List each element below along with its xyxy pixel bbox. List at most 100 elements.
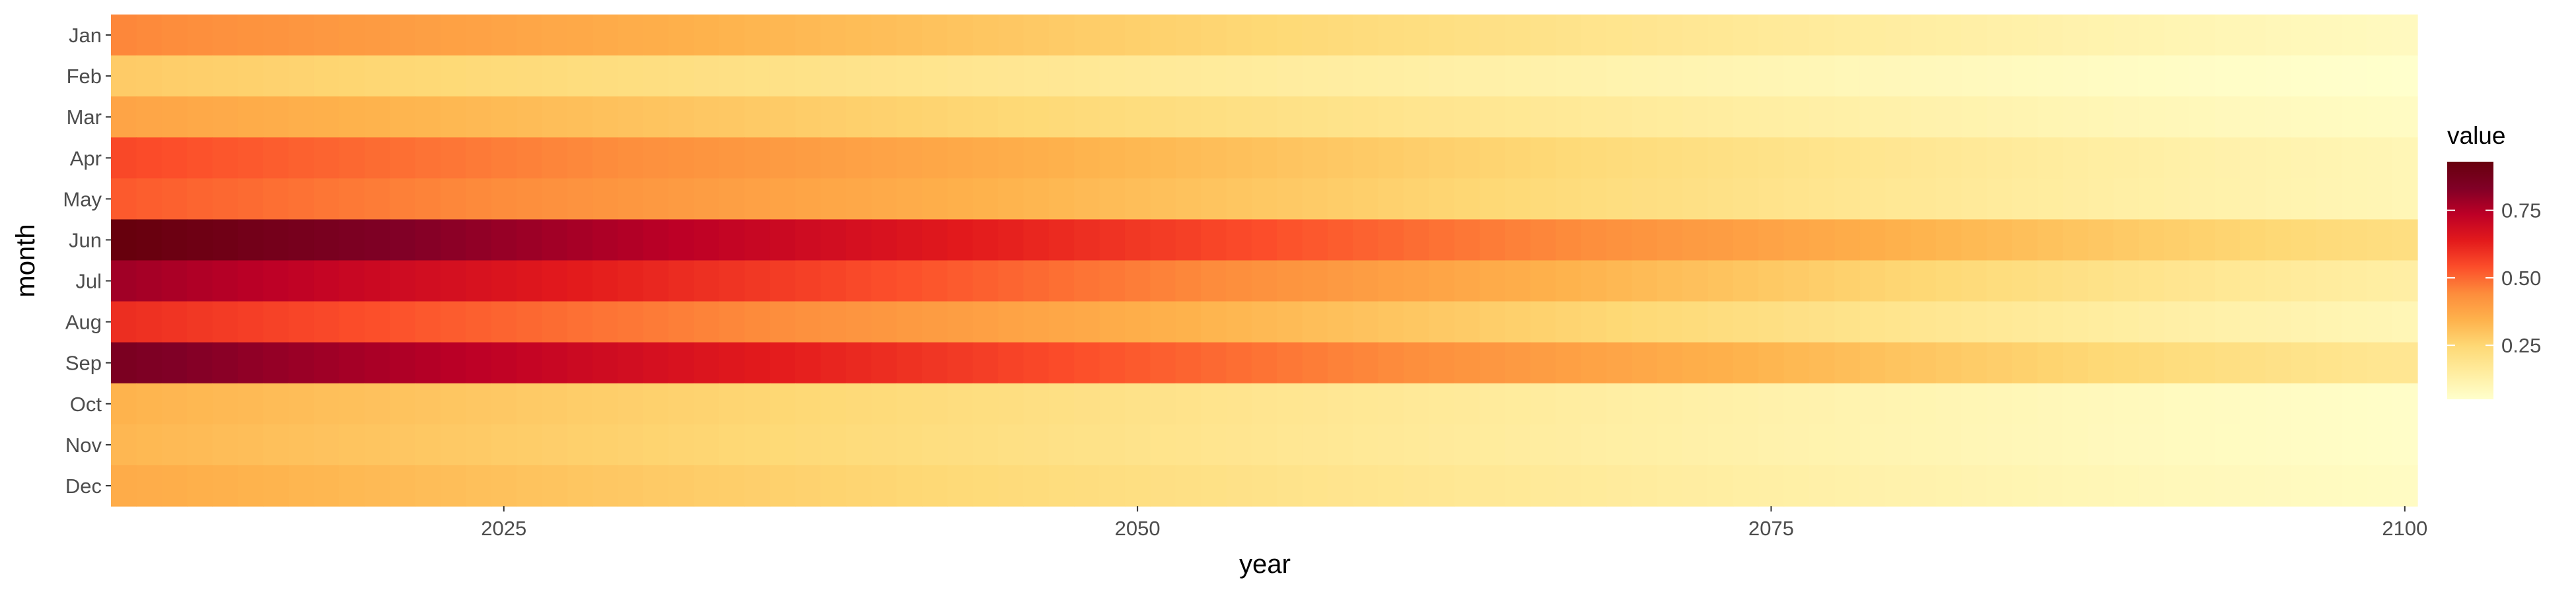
heatmap-cell — [2189, 260, 2215, 302]
y-tick-label: Nov — [65, 434, 102, 457]
heatmap-cell — [466, 178, 492, 220]
heatmap-cell — [694, 15, 720, 56]
heatmap-cell — [1556, 15, 1582, 56]
heatmap-cell — [618, 342, 644, 384]
heatmap-cell — [845, 55, 872, 97]
heatmap-cell — [1631, 219, 1658, 261]
heatmap-cell — [390, 15, 416, 56]
heatmap-cell — [466, 55, 492, 97]
heatmap-cell — [1733, 465, 1759, 507]
heatmap-cell — [769, 137, 796, 179]
heatmap-cell — [1986, 219, 2013, 261]
heatmap-cell — [466, 465, 492, 507]
heatmap-cell — [263, 178, 289, 220]
heatmap-cell — [136, 15, 162, 56]
heatmap-cell — [2113, 137, 2139, 179]
heatmap-cell — [694, 301, 720, 343]
heatmap-cell — [1251, 424, 1277, 466]
heatmap-cell — [2265, 137, 2291, 179]
heatmap-cell — [2138, 137, 2165, 179]
heatmap-cell — [136, 178, 162, 220]
heatmap-cell — [1378, 137, 1404, 179]
heatmap-cell — [2113, 424, 2139, 466]
heatmap-cell — [136, 260, 162, 302]
heatmap-cell — [2088, 15, 2114, 56]
heatmap-cell — [1631, 96, 1658, 138]
heatmap-cell — [1124, 55, 1151, 97]
heatmap-cell — [1809, 260, 1835, 302]
heatmap-cell — [820, 465, 847, 507]
heatmap-cell — [1935, 55, 1962, 97]
heatmap-cell — [694, 260, 720, 302]
heatmap-cell — [618, 178, 644, 220]
heatmap-cell — [921, 301, 948, 343]
heatmap-cell — [1251, 383, 1277, 425]
heatmap-cell — [2012, 465, 2038, 507]
heatmap-cell — [1201, 383, 1227, 425]
heatmap-cell — [972, 465, 999, 507]
heatmap-cell — [845, 342, 872, 384]
heatmap-cell — [1302, 301, 1328, 343]
heatmap-cell — [871, 260, 898, 302]
heatmap-cell — [1226, 424, 1252, 466]
heatmap-cell — [2138, 260, 2165, 302]
heatmap-cell — [998, 301, 1024, 343]
heatmap-cell — [2367, 15, 2393, 56]
heatmap-cell — [2088, 383, 2114, 425]
heatmap-cell — [668, 383, 695, 425]
heatmap-cell — [111, 383, 137, 425]
heatmap-cell — [2291, 137, 2317, 179]
heatmap-cell — [1327, 137, 1353, 179]
heatmap-cell — [288, 260, 314, 302]
heatmap-cell — [161, 55, 188, 97]
heatmap-cell — [1530, 219, 1556, 261]
heatmap-cell — [1859, 383, 1886, 425]
heatmap-cell — [2215, 178, 2240, 220]
heatmap-cell — [1986, 55, 2013, 97]
heatmap-cell — [1834, 301, 1861, 343]
heatmap-cell — [1124, 15, 1151, 56]
heatmap-cell — [212, 55, 238, 97]
heatmap-cell — [871, 15, 898, 56]
heatmap-cell — [820, 55, 847, 97]
heatmap-cell — [567, 15, 593, 56]
heatmap-cell — [744, 219, 771, 261]
heatmap-cell — [466, 96, 492, 138]
heatmap-cell — [415, 55, 441, 97]
heatmap-cell — [2189, 178, 2215, 220]
heatmap-cell — [1480, 260, 1506, 302]
heatmap-cell — [2215, 342, 2240, 384]
heatmap-cell — [111, 137, 137, 179]
heatmap-cell — [1809, 15, 1835, 56]
heatmap-cell — [1048, 178, 1075, 220]
heatmap-cell — [1885, 424, 1912, 466]
heatmap-cell — [187, 137, 213, 179]
heatmap-cell — [972, 137, 999, 179]
heatmap-cell — [2164, 383, 2190, 425]
heatmap-cell — [1175, 96, 1201, 138]
heatmap-cell — [2392, 15, 2418, 56]
heatmap-cell — [947, 260, 974, 302]
heatmap-cell — [1910, 137, 1937, 179]
heatmap-cell — [972, 178, 999, 220]
heatmap-cell — [567, 342, 593, 384]
heatmap-cell — [2088, 342, 2114, 384]
heatmap-cell — [1834, 178, 1861, 220]
heatmap-cell — [2316, 260, 2342, 302]
heatmap-cell — [643, 137, 669, 179]
heatmap-cell — [921, 424, 948, 466]
heatmap-cell — [1581, 424, 1607, 466]
heatmap-cell — [136, 55, 162, 97]
heatmap-cell — [1783, 260, 1810, 302]
heatmap-cell — [820, 178, 847, 220]
heatmap-cell — [1251, 55, 1277, 97]
heatmap-cell — [2341, 137, 2367, 179]
heatmap-cell — [1530, 15, 1556, 56]
heatmap-cell — [1302, 55, 1328, 97]
heatmap-cell — [2088, 96, 2114, 138]
heatmap-cell — [1150, 55, 1176, 97]
heatmap-cell — [187, 219, 213, 261]
heatmap-cell — [820, 15, 847, 56]
heatmap-cell — [1606, 15, 1633, 56]
heatmap-cell — [592, 383, 619, 425]
